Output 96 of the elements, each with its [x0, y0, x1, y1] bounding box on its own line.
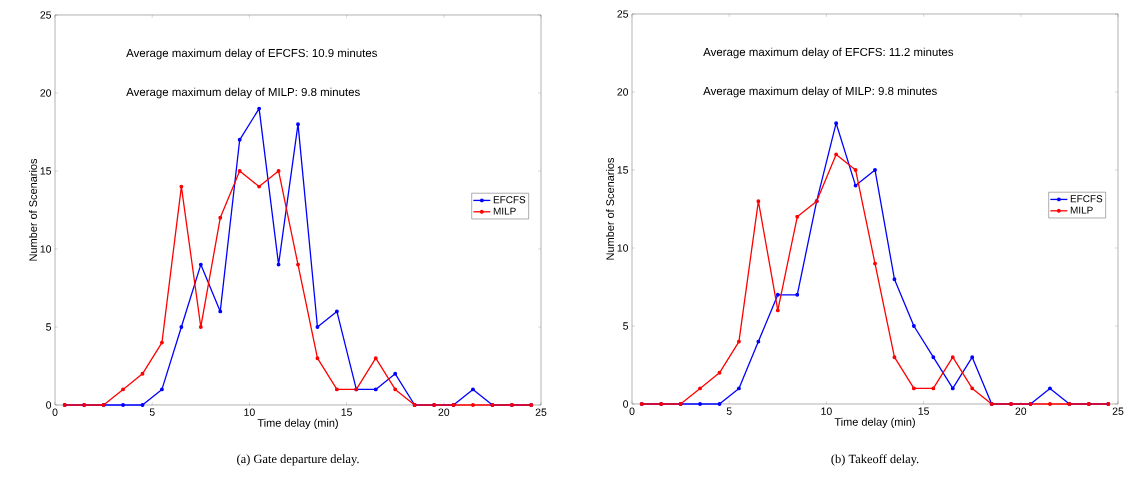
- x-tick-label: 20: [1015, 407, 1027, 415]
- text: (b) Takeoff delay.: [831, 454, 919, 466]
- point: [950, 355, 955, 360]
- point: [237, 169, 242, 173]
- point: [853, 168, 858, 172]
- x-tick-label: 5: [149, 408, 155, 416]
- point: [911, 386, 916, 391]
- x-tick-label: 15: [341, 408, 352, 416]
- point: [179, 325, 184, 329]
- point: [834, 152, 839, 157]
- point: [756, 339, 761, 344]
- annotation: Average maximum delay of MILP: 9.8 minutes: [126, 87, 360, 99]
- y-tick-label: 20: [40, 89, 52, 97]
- point: [873, 261, 877, 266]
- point: [315, 325, 320, 329]
- point: [736, 339, 741, 344]
- text: (a) Gate departure delay.: [237, 454, 359, 466]
- y-tick-label: 10: [617, 244, 629, 252]
- legend-label: MILP: [1070, 206, 1093, 214]
- point: [334, 309, 339, 314]
- point: [237, 137, 242, 142]
- point: [179, 184, 184, 189]
- point: [198, 325, 203, 329]
- x-tick-label: 15: [918, 407, 929, 415]
- point: [471, 403, 475, 407]
- x-axis-title: Time delay (min): [834, 417, 915, 428]
- x-tick-label: 10: [821, 407, 832, 415]
- point: [970, 355, 975, 360]
- point: [892, 277, 897, 282]
- point: [159, 387, 164, 392]
- legend-label: EFCFS: [493, 196, 526, 204]
- point: [121, 387, 125, 392]
- y-tick-label: 25: [617, 10, 629, 18]
- point: [121, 403, 125, 407]
- point: [698, 386, 702, 391]
- x-tick-label: 10: [244, 408, 255, 416]
- point: [931, 355, 936, 360]
- point: [218, 215, 223, 220]
- annotation: Average maximum delay of EFCFS: 10.9 minutes: [126, 48, 378, 60]
- point: [393, 387, 398, 392]
- x-tick-label: 25: [1112, 407, 1124, 415]
- point: [198, 262, 203, 267]
- point: [315, 356, 320, 361]
- point: [698, 402, 702, 406]
- y-tick-label: 10: [40, 245, 52, 253]
- point: [373, 356, 378, 361]
- point: [736, 386, 741, 391]
- x-axis-title: Time delay (min): [257, 418, 338, 429]
- point: [140, 371, 145, 376]
- point: [717, 402, 722, 406]
- point: [471, 387, 475, 392]
- point: [373, 387, 378, 392]
- point: [257, 106, 262, 111]
- legend-label: EFCFS: [1070, 195, 1103, 203]
- point: [950, 386, 955, 391]
- y-tick-label: 5: [46, 323, 52, 331]
- point: [911, 324, 916, 328]
- y-axis-title: Number of Scenarios: [605, 157, 615, 260]
- legend-label: MILP: [493, 207, 516, 215]
- y-tick-label: 15: [40, 167, 52, 175]
- x-tick-label: 0: [629, 407, 635, 415]
- y-tick-label: 25: [40, 11, 52, 19]
- point: [795, 292, 800, 297]
- x-tick-label: 20: [438, 408, 450, 416]
- point: [873, 168, 877, 172]
- point: [140, 403, 145, 407]
- point: [1048, 402, 1052, 406]
- y-axis-title: Number of Scenarios: [28, 158, 38, 261]
- y-tick-label: 5: [623, 322, 629, 330]
- x-tick-label: 5: [726, 407, 732, 415]
- y-tick-label: 0: [623, 400, 629, 408]
- point: [296, 122, 300, 127]
- point: [159, 340, 164, 345]
- y-tick-label: 20: [617, 88, 629, 96]
- point: [334, 387, 339, 392]
- point: [834, 121, 839, 126]
- annotation: Average maximum delay of MILP: 9.8 minutes: [703, 86, 937, 98]
- point: [892, 355, 897, 360]
- y-tick-label: 0: [46, 401, 52, 409]
- point: [257, 184, 262, 189]
- x-tick-label: 0: [52, 408, 58, 416]
- point: [775, 308, 780, 313]
- annotation: Average maximum delay of EFCFS: 11.2 minutes: [703, 47, 954, 59]
- x-tick-label: 25: [535, 408, 547, 416]
- point: [276, 169, 281, 173]
- point: [931, 386, 936, 391]
- point: [970, 386, 975, 391]
- point: [393, 371, 398, 376]
- point: [717, 370, 722, 375]
- y-tick-label: 15: [617, 166, 629, 174]
- point: [296, 262, 300, 267]
- point: [1048, 386, 1052, 391]
- point: [775, 292, 780, 297]
- point: [756, 199, 761, 204]
- point: [218, 309, 223, 314]
- point: [795, 214, 800, 219]
